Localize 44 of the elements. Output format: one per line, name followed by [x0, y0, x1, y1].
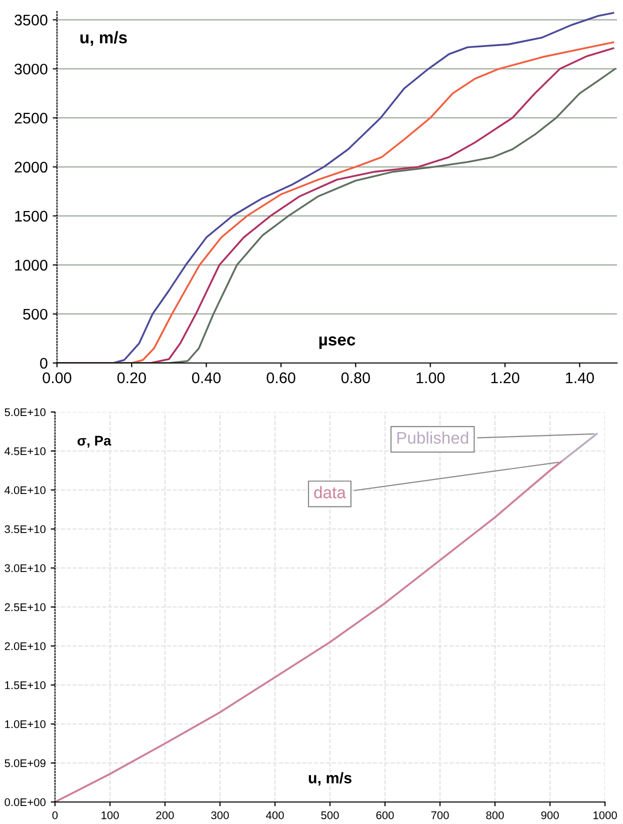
y-tick-label: 3.5E+10 — [4, 525, 46, 534]
x-tick-label: 500 — [321, 811, 339, 820]
x-tick-label: 0.00 — [42, 372, 72, 384]
y-axis-title: u, m/s — [80, 31, 127, 46]
x-tick-label: 900 — [541, 811, 559, 820]
x-tick-label: 800 — [486, 811, 504, 820]
x-tick-label: 100 — [102, 811, 119, 820]
y-tick-label: 3.0E+10 — [4, 564, 46, 572]
x-tick-label: 600 — [376, 811, 394, 820]
y-tick-label: 1.5E+10 — [5, 681, 46, 690]
y-tick-label: 2.0E+10 — [4, 642, 46, 650]
x-tick-label: 0.40 — [192, 372, 221, 384]
x-tick-label: 700 — [431, 811, 449, 820]
x-tick-label: 200 — [156, 811, 174, 820]
x-tick-label: 400 — [266, 811, 284, 820]
y-tick-label: 5.0E+10 — [4, 408, 46, 416]
x-axis-title: u, m/s — [308, 772, 352, 786]
y-tick-label: 3500 — [14, 14, 48, 26]
x-tick-label: 1.00 — [416, 372, 445, 384]
x-tick-label: 1.40 — [566, 372, 594, 384]
x-axis-title: µsec — [319, 336, 356, 349]
y-tick-label: 0 — [40, 358, 48, 369]
y-tick-label: 4.0E+10 — [4, 486, 46, 494]
x-tick-label: 1000 — [593, 811, 617, 820]
text: data — [314, 486, 346, 498]
y-tick-label: 5.0E+09 — [4, 759, 46, 768]
x-tick-label: 0.60 — [266, 372, 296, 384]
y-tick-label: 1500 — [15, 210, 48, 222]
y-tick-label: 1000 — [15, 260, 48, 271]
y-tick-label: 500 — [23, 308, 48, 320]
x-tick-label: 0.20 — [117, 372, 146, 384]
y-tick-label: 2000 — [14, 162, 48, 173]
x-tick-label: 0.80 — [341, 372, 370, 384]
text: Published — [397, 432, 468, 444]
y-tick-label: 1.0E+10 — [5, 720, 46, 728]
x-tick-label: 1.20 — [491, 372, 520, 384]
y-tick-label: 2.5E+10 — [4, 603, 46, 612]
y-tick-label: 3000 — [14, 64, 48, 75]
y-tick-label: 0.0E+00 — [4, 798, 46, 806]
y-tick-label: 2500 — [14, 112, 48, 124]
y-tick-label: 4.5E+10 — [4, 447, 46, 456]
x-tick-label: 0 — [52, 811, 58, 820]
x-tick-label: 300 — [211, 811, 229, 820]
y-axis-title: σ, Pa — [78, 436, 112, 448]
